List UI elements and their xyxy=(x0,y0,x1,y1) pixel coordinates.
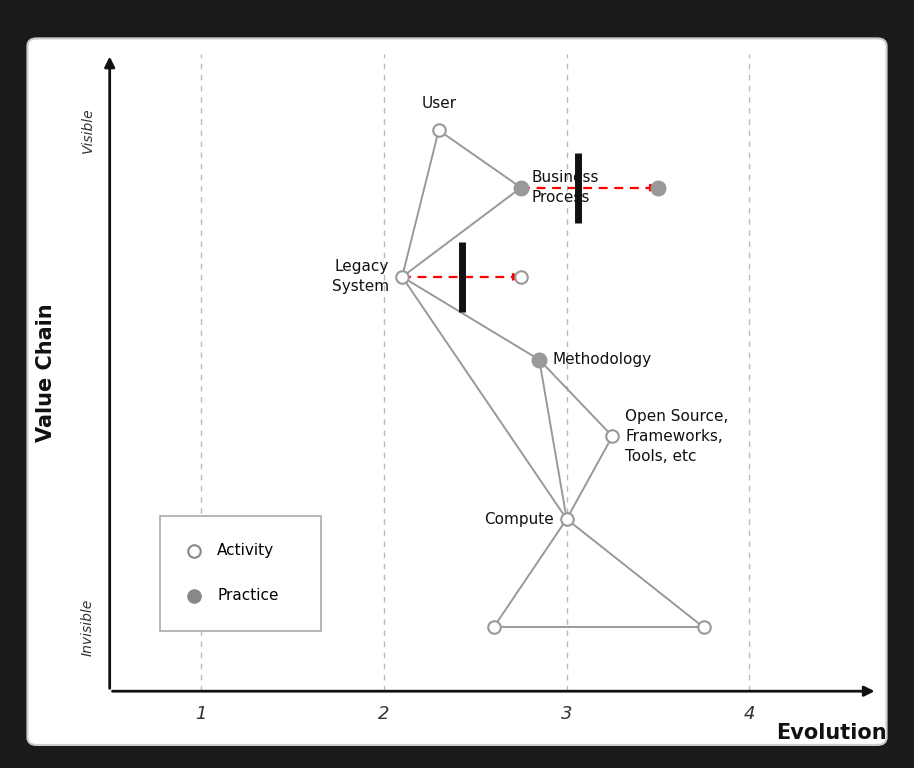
Text: Business
Process: Business Process xyxy=(532,170,600,205)
FancyBboxPatch shape xyxy=(160,516,321,631)
Text: Visible: Visible xyxy=(81,108,95,153)
Text: Legacy
System: Legacy System xyxy=(333,260,389,294)
Text: User: User xyxy=(421,96,456,111)
Text: Practice: Practice xyxy=(218,588,279,603)
Text: Methodology: Methodology xyxy=(552,353,651,367)
Text: Activity: Activity xyxy=(218,544,274,558)
Text: Open Source,
Frameworks,
Tools, etc: Open Source, Frameworks, Tools, etc xyxy=(625,409,728,464)
Text: Value Chain: Value Chain xyxy=(36,303,56,442)
Text: Invisible: Invisible xyxy=(81,599,95,656)
Text: Evolution: Evolution xyxy=(776,723,887,743)
Text: Compute: Compute xyxy=(484,511,554,527)
